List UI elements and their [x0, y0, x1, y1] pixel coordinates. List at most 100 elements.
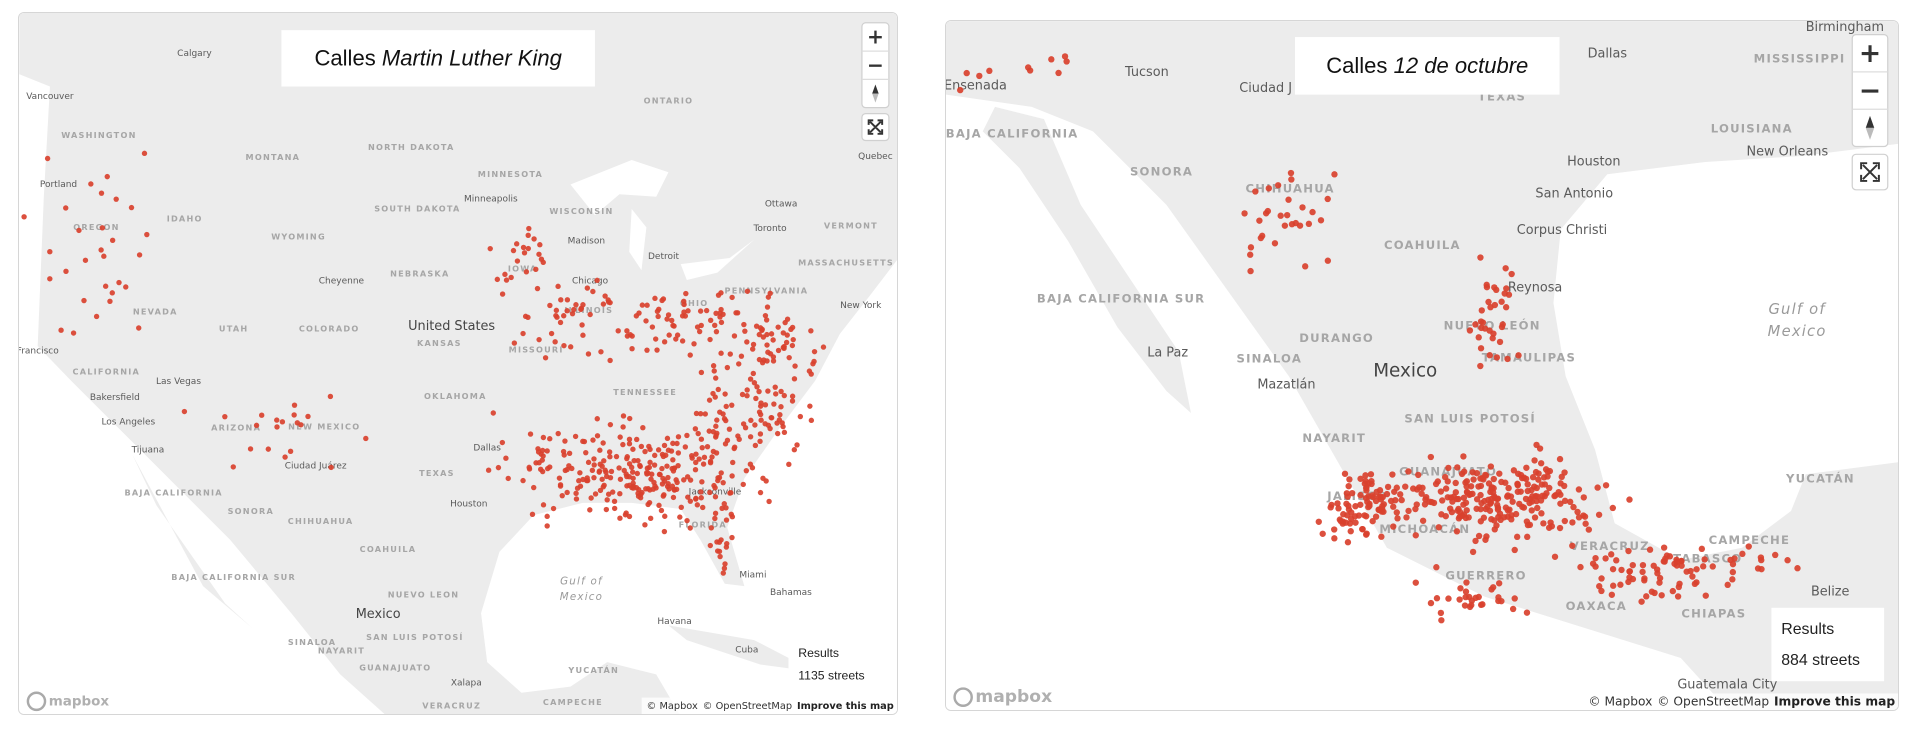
street-dot — [729, 402, 735, 408]
street-dot — [611, 505, 618, 512]
street-dot — [1478, 324, 1485, 332]
compass-button[interactable] — [872, 84, 879, 94]
zoom-controls — [861, 22, 890, 109]
street-dot — [642, 522, 648, 528]
osm-attribution[interactable]: © OpenStreetMap — [703, 701, 792, 712]
title-box — [281, 30, 595, 87]
street-dot — [104, 173, 110, 180]
street-dot — [698, 322, 704, 329]
osm-attribution[interactable]: © OpenStreetMap — [1657, 695, 1769, 709]
street-dot — [561, 342, 567, 349]
street-dot — [624, 473, 630, 480]
place-label: VERMONT — [824, 221, 878, 231]
street-dot — [675, 434, 682, 440]
street-dot — [1502, 304, 1510, 311]
street-dot — [1502, 265, 1509, 272]
street-dot — [1501, 290, 1508, 297]
street-dot — [720, 479, 726, 486]
street-dot — [602, 467, 608, 473]
street-dot — [561, 313, 567, 319]
title-box — [1295, 37, 1560, 95]
place-label: MONTANA — [246, 152, 301, 162]
street-dot — [1498, 323, 1506, 331]
street-dot — [247, 446, 254, 452]
street-dot — [123, 284, 129, 290]
street-dot — [744, 288, 751, 294]
street-dot — [1309, 208, 1316, 216]
street-dot — [606, 449, 613, 455]
street-dot — [587, 311, 593, 318]
place-label: Miami — [739, 571, 766, 581]
street-dot — [687, 477, 694, 483]
street-dot — [523, 269, 530, 275]
street-dot — [580, 438, 586, 444]
street-dot — [729, 534, 735, 541]
street-dot — [590, 437, 596, 443]
place-label: IDAHO — [167, 213, 203, 223]
street-dot — [136, 252, 143, 258]
place-label: Cheyenne — [319, 277, 365, 287]
street-dot — [1648, 588, 1656, 595]
street-dot — [576, 478, 582, 484]
place-label: Chicago — [572, 277, 609, 287]
street-dot — [635, 457, 641, 464]
zoom-in-button[interactable]: + — [1859, 38, 1881, 69]
street-dot — [778, 404, 784, 410]
street-dot — [553, 312, 559, 319]
place-label: BAJA CALIFORNIA — [124, 488, 222, 498]
street-dot — [731, 333, 738, 339]
street-dot — [536, 336, 542, 343]
street-dot — [665, 447, 672, 453]
street-dot — [1331, 526, 1338, 533]
street-dot — [1523, 609, 1531, 616]
place-label: CAMPECHE — [1709, 533, 1791, 547]
compass-button[interactable] — [1865, 115, 1875, 128]
place-label: YUCATÁN — [567, 664, 619, 675]
street-dot — [181, 408, 188, 415]
street-dot — [44, 155, 51, 162]
zoom-out-button[interactable]: − — [1859, 75, 1881, 106]
street-dot — [775, 347, 782, 354]
zoom-out-button[interactable]: − — [867, 53, 884, 77]
street-dot — [655, 447, 662, 453]
place-label: Calgary — [177, 49, 212, 59]
street-dot — [1495, 580, 1503, 587]
attribution-bg — [641, 697, 897, 714]
street-dot — [1336, 516, 1344, 523]
street-dot — [1390, 503, 1397, 510]
street-dot — [141, 150, 148, 157]
street-dot — [643, 486, 649, 492]
street-dot — [1532, 492, 1539, 500]
street-dot — [1352, 503, 1359, 510]
mapbox-attribution[interactable]: © Mapbox — [647, 701, 698, 712]
street-dot — [1552, 492, 1559, 499]
street-dot — [1512, 510, 1520, 518]
street-dot — [661, 528, 668, 535]
street-dot — [692, 467, 699, 473]
results-box — [788, 637, 889, 692]
street-dot — [1452, 489, 1460, 496]
street-dot — [1489, 584, 1497, 591]
zoom-in-button[interactable]: + — [867, 25, 884, 49]
street-dot — [765, 388, 771, 394]
street-dot — [1445, 595, 1452, 602]
street-dot — [718, 290, 724, 296]
street-dot — [756, 388, 762, 395]
street-dot — [1473, 496, 1481, 503]
street-dot — [1397, 491, 1404, 498]
street-dot — [555, 283, 561, 290]
street-dot — [1575, 486, 1583, 493]
street-dot — [1524, 533, 1531, 541]
map-panel: Calgary Vancouver WASHINGTON MONTANA NORTH D… — [18, 12, 898, 715]
improve-map-link[interactable]: Improve this map — [1774, 695, 1895, 709]
street-dot — [963, 69, 970, 77]
improve-map-link[interactable]: Improve this map — [797, 701, 894, 712]
place-label: PENNSYLVANIA — [725, 286, 809, 296]
street-dot — [1457, 585, 1464, 592]
mapbox-attribution[interactable]: © Mapbox — [1588, 695, 1652, 709]
street-dot — [1288, 221, 1296, 228]
street-dot — [1463, 579, 1470, 586]
place-label: Jacksonville — [688, 487, 742, 497]
street-dot — [660, 493, 666, 499]
street-dot — [1461, 602, 1469, 609]
